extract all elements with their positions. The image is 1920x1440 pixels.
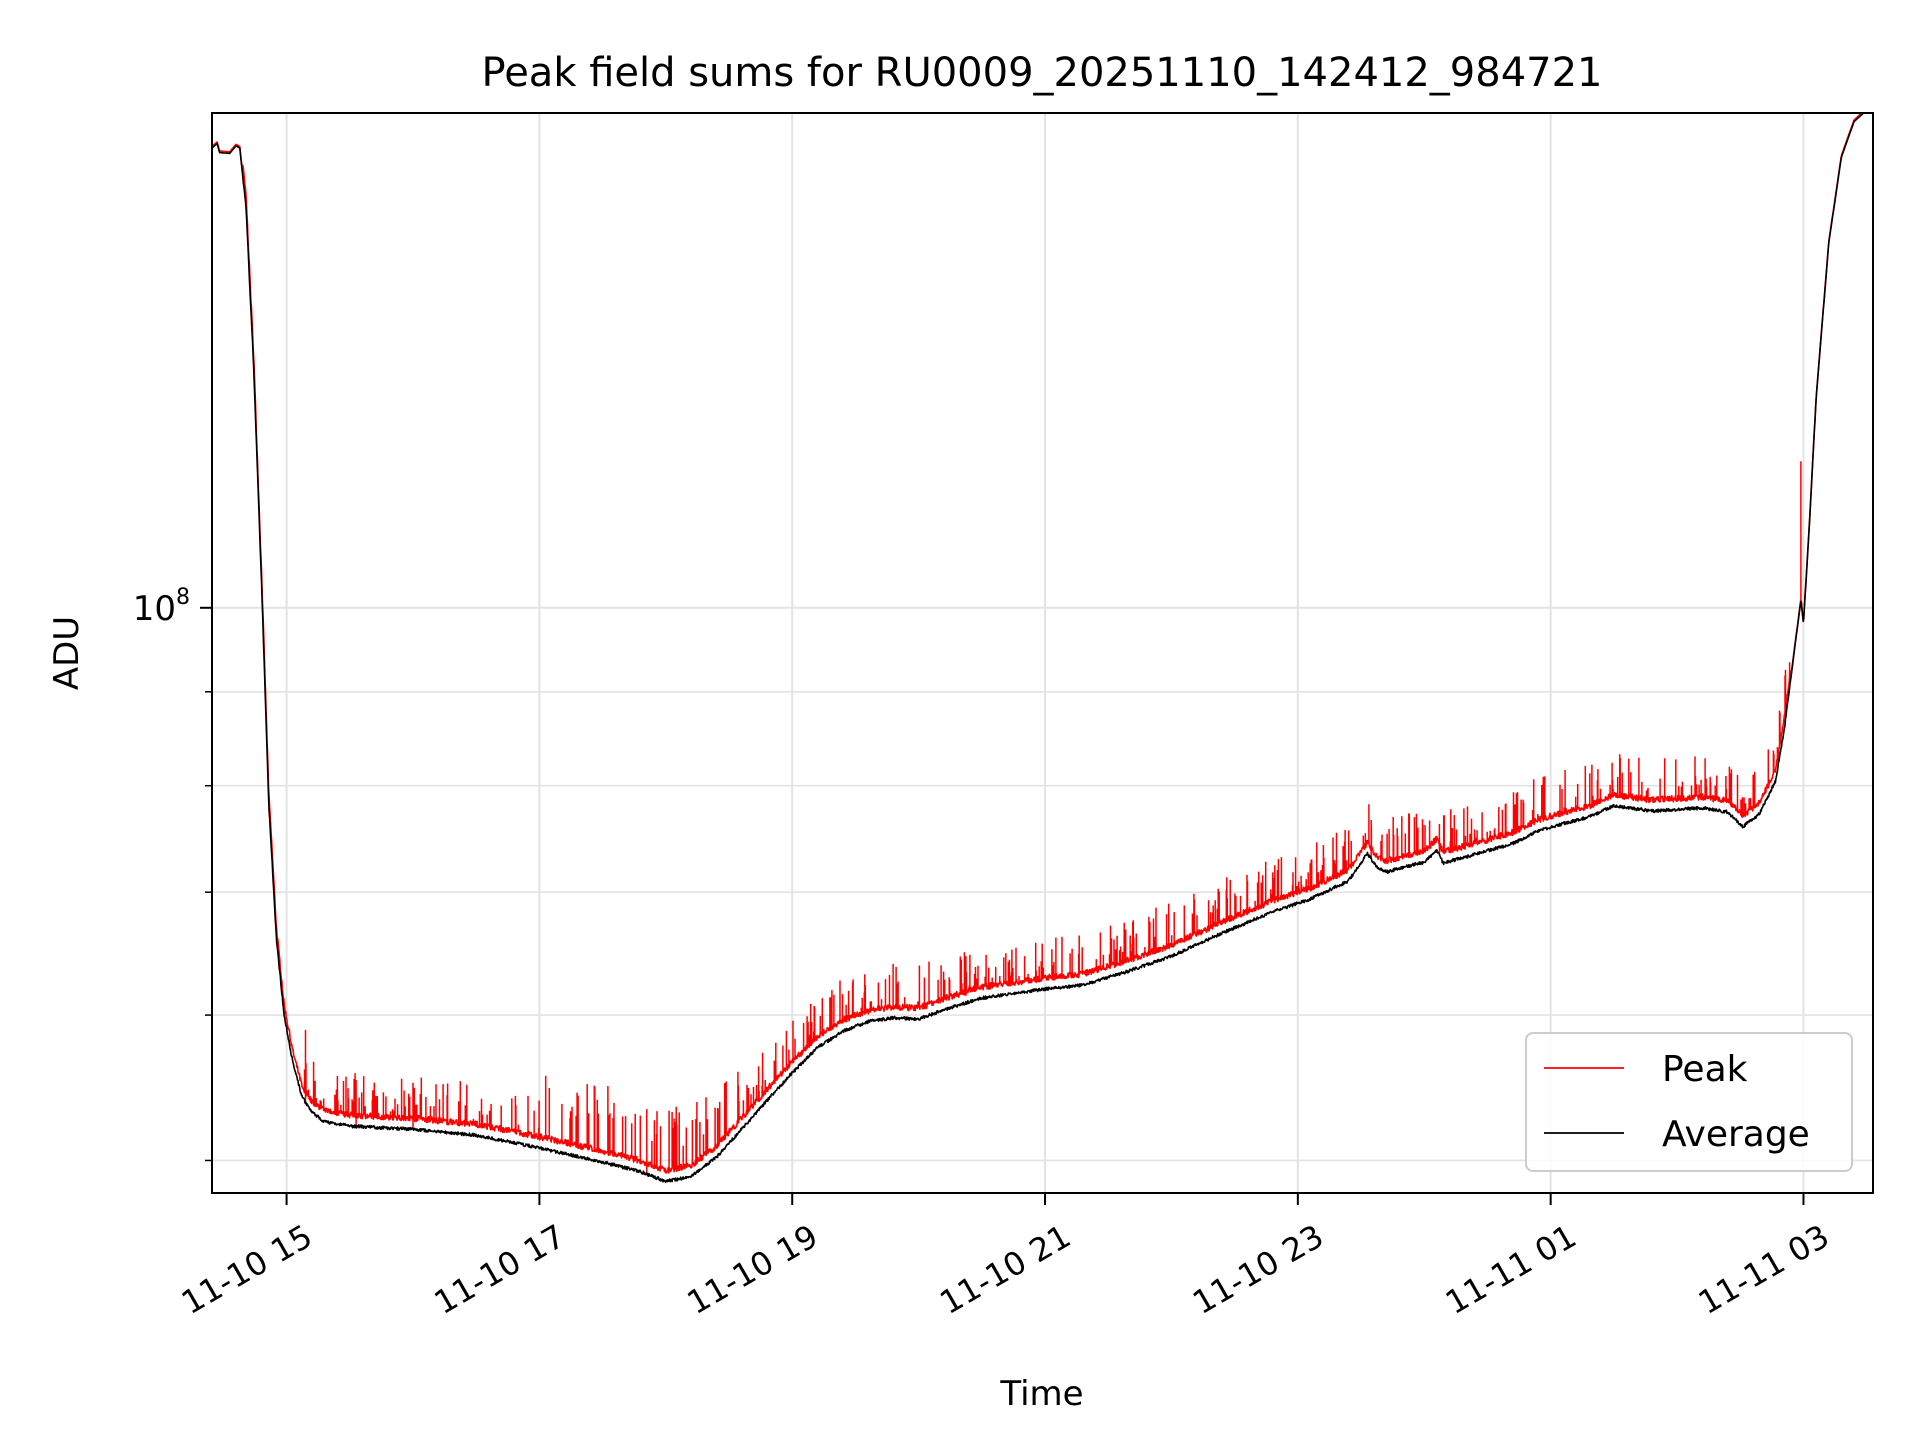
x-axis-ticks: 11-10 15 11-10 17 11-10 19 11-10 21 11-10 23… bbox=[175, 1193, 1835, 1322]
peak-series-spikes bbox=[303, 461, 1802, 1175]
legend: Peak Average bbox=[1525, 1032, 1853, 1172]
grid-lines bbox=[212, 113, 1873, 1193]
y-tick-label: 108 bbox=[133, 585, 190, 629]
legend-peak-label: Peak bbox=[1662, 1049, 1748, 1090]
legend-average-label: Average bbox=[1662, 1114, 1810, 1155]
x-tick-label: 11-10 19 bbox=[681, 1217, 825, 1322]
x-axis-label: Time bbox=[999, 1374, 1083, 1414]
y-axis-label: ADU bbox=[47, 616, 87, 690]
peak-series-line bbox=[212, 113, 1864, 1174]
x-tick-label: 11-11 01 bbox=[1439, 1217, 1583, 1322]
x-tick-label: 11-10 15 bbox=[175, 1217, 319, 1322]
x-tick-label: 11-11 03 bbox=[1692, 1217, 1836, 1322]
x-tick-label: 11-10 21 bbox=[933, 1217, 1077, 1322]
x-tick-label: 11-10 23 bbox=[1186, 1217, 1330, 1322]
x-tick-label: 11-10 17 bbox=[428, 1217, 572, 1322]
chart-title: Peak field sums for RU0009_20251110_1424… bbox=[482, 50, 1603, 96]
plot-frame bbox=[211, 112, 1874, 1194]
series-area bbox=[212, 113, 1865, 1184]
average-series-line bbox=[212, 113, 1865, 1184]
y-axis-ticks: 108 bbox=[133, 585, 212, 1162]
